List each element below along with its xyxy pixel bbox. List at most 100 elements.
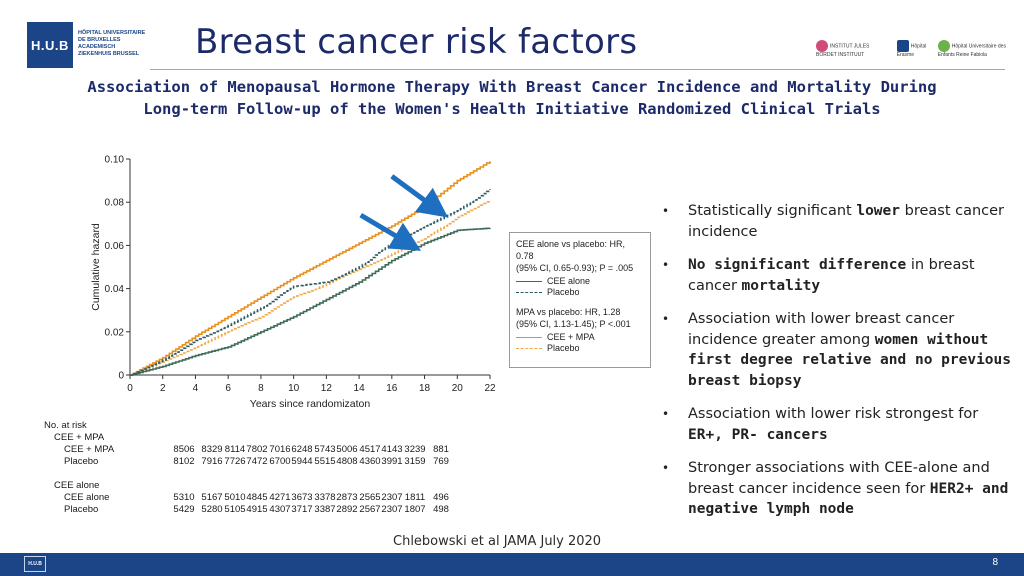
- page-number: 8: [992, 557, 998, 568]
- at-risk-value: 8102: [173, 456, 195, 467]
- at-risk-value: 881: [433, 444, 449, 455]
- x-tick-label: 0: [127, 383, 133, 394]
- at-risk-value: 4360: [359, 456, 381, 467]
- x-tick-label: 20: [452, 383, 464, 394]
- erasme-logo: Hôpital Erasme: [896, 40, 932, 58]
- at-risk-title: No. at risk: [44, 420, 87, 431]
- legend-mpa-title-2: (95% CI, 1.13-1.45); P <.001: [516, 319, 631, 329]
- y-tick-label: 0.04: [105, 284, 125, 295]
- at-risk-value: 8506: [173, 444, 195, 455]
- annotation-arrow-lower: [359, 213, 422, 251]
- at-risk-value: 7472: [246, 456, 268, 467]
- finding-item: No significant difference in breast canc…: [660, 255, 1012, 296]
- legend-mpa-title-1: MPA vs placebo: HR, 1.28: [516, 306, 621, 317]
- at-risk-value: 2307: [381, 492, 403, 503]
- x-tick-label: 22: [484, 383, 496, 394]
- at-risk-value: 8329: [201, 444, 223, 455]
- huderf-logo: Hôpital Universitaire des Enfants Reine …: [937, 40, 1024, 58]
- at-risk-value: 2873: [336, 492, 358, 503]
- at-risk-value: 8114: [224, 444, 246, 455]
- legend-cee-title-1: CEE alone vs placebo: HR, 0.78: [516, 239, 626, 261]
- legend-cee-title-2: (95% CI, 0.65-0.93); P = .005: [516, 263, 634, 273]
- at-risk-value: 3239: [404, 444, 426, 455]
- at-risk-value: 2892: [336, 504, 358, 515]
- y-tick-label: 0.10: [105, 155, 125, 166]
- at-risk-value: 5429: [173, 504, 195, 515]
- at-risk-value: 4307: [269, 504, 291, 515]
- at-risk-value: 5743: [314, 444, 336, 455]
- at-risk-value: 4517: [359, 444, 381, 455]
- at-risk-group-cee-alone: CEE alone: [54, 480, 100, 491]
- at-risk-value: 7726: [224, 456, 246, 467]
- legend-item-placebo-cee: Placebo: [516, 287, 644, 299]
- legend-item-cee-alone: CEE alone: [516, 276, 644, 288]
- x-tick-label: 8: [258, 383, 264, 394]
- finding-item: Association with lower risk strongest fo…: [660, 404, 1012, 445]
- at-risk-value: 1811: [404, 492, 426, 503]
- at-risk-value: 3159: [404, 456, 426, 467]
- at-risk-value: 3387: [314, 504, 336, 515]
- at-risk-value: 1807: [404, 504, 426, 515]
- cumulative-hazard-chart: 0 0.02 0.04 0.06 0.08 0.10 0 2 4 6 8 10 12 14 16 18 20 22…: [90, 155, 496, 411]
- at-risk-row-label: Placebo: [64, 504, 99, 515]
- slide-subtitle: Association of Menopausal Hormone Therap…: [87, 78, 937, 118]
- at-risk-value: 498: [433, 504, 449, 515]
- x-tick-label: 10: [288, 383, 300, 394]
- at-risk-value: 5105: [224, 504, 246, 515]
- at-risk-value: 4845: [246, 492, 268, 503]
- legend-item-placebo-mpa: Placebo: [516, 343, 644, 355]
- page-title: Breast cancer risk factors: [195, 22, 638, 62]
- legend-item-cee-mpa: CEE + MPA: [516, 332, 644, 344]
- at-risk-row-label: CEE + MPA: [64, 444, 115, 455]
- at-risk-row-label: Placebo: [64, 456, 99, 467]
- at-risk-value: 4915: [246, 504, 268, 515]
- at-risk-value: 5944: [291, 456, 313, 467]
- finding-item: Association with lower breast cancer inc…: [660, 309, 1012, 391]
- series-line-placebo-mpa-trial: [130, 200, 491, 376]
- y-tick-label: 0: [118, 371, 124, 382]
- y-tick-label: 0.08: [105, 198, 125, 209]
- footer-logo: H.U.B: [24, 556, 46, 572]
- at-risk-row-label: CEE alone: [64, 492, 110, 503]
- at-risk-value: 5167: [201, 492, 223, 503]
- at-risk-value: 7802: [246, 444, 268, 455]
- hub-logo: H.U.B: [27, 22, 73, 68]
- x-tick-label: 16: [386, 383, 398, 394]
- footer-bar: [0, 553, 1024, 576]
- finding-item: Statistically significant lower breast c…: [660, 201, 1012, 242]
- y-axis-label: Cumulative hazard: [90, 223, 102, 311]
- x-tick-label: 14: [354, 383, 366, 394]
- at-risk-value: 769: [433, 456, 449, 467]
- partner-logos: INSTITUT JULES BORDET INSTITUUT Hôpital …: [816, 40, 1024, 58]
- series-line-cee-alone: [130, 227, 491, 376]
- at-risk-value: 5010: [224, 492, 246, 503]
- chart-legend: CEE alone vs placebo: HR, 0.78 (95% CI, …: [509, 232, 651, 368]
- at-risk-value: 3717: [291, 504, 313, 515]
- hub-logo-subtext: HÔPITAL UNIVERSITAIRE DE BRUXELLES ACADE…: [78, 30, 146, 57]
- x-tick-label: 4: [193, 383, 199, 394]
- x-tick-label: 12: [321, 383, 333, 394]
- at-risk-value: 7916: [201, 456, 223, 467]
- at-risk-value: 496: [433, 492, 449, 503]
- at-risk-value: 3991: [381, 456, 403, 467]
- at-risk-value: 3378: [314, 492, 336, 503]
- citation: Chlebowski et al JAMA July 2020: [393, 534, 602, 549]
- x-tick-label: 18: [419, 383, 431, 394]
- x-axis-label: Years since randomizaton: [250, 398, 371, 410]
- x-tick-label: 2: [160, 383, 166, 394]
- at-risk-value: 7016: [269, 444, 291, 455]
- at-risk-value: 2307: [381, 504, 403, 515]
- at-risk-value: 4143: [381, 444, 403, 455]
- x-tick-label: 6: [225, 383, 231, 394]
- series-line-placebo-cee-trial: [130, 189, 491, 376]
- at-risk-value: 2567: [359, 504, 381, 515]
- at-risk-value: 5280: [201, 504, 223, 515]
- at-risk-value: 4271: [269, 492, 291, 503]
- at-risk-value: 5515: [314, 456, 336, 467]
- key-findings-list: Statistically significant lower breast c…: [660, 201, 1012, 533]
- at-risk-value: 4808: [336, 456, 358, 467]
- at-risk-value: 5310: [173, 492, 195, 503]
- annotation-arrow-upper: [390, 174, 449, 218]
- bordet-logo: INSTITUT JULES BORDET INSTITUUT: [816, 40, 891, 58]
- y-tick-label: 0.02: [105, 327, 125, 338]
